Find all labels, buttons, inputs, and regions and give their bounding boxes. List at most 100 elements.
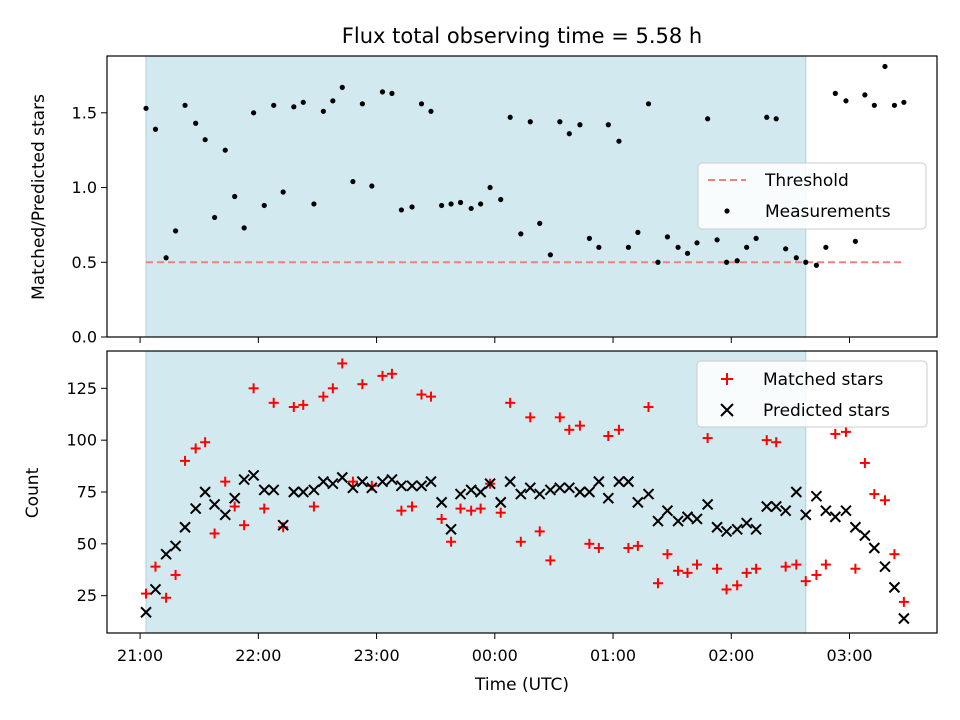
chart-title: Flux total observing time = 5.58 h bbox=[342, 24, 702, 48]
matched-legend-label: Matched stars bbox=[763, 370, 883, 390]
measurement-point bbox=[793, 255, 799, 261]
predicted-legend-label: Predicted stars bbox=[763, 401, 890, 421]
measurement-point bbox=[605, 122, 611, 128]
measurement-point bbox=[518, 231, 524, 237]
predicted-star-point bbox=[652, 515, 664, 527]
matched-star-point bbox=[200, 437, 211, 448]
predicted-star-point bbox=[435, 496, 448, 509]
y-tick-label: 1.5 bbox=[72, 103, 97, 122]
matched-star-point bbox=[407, 501, 418, 512]
measurement-point bbox=[871, 102, 877, 108]
predicted-star-point bbox=[465, 484, 477, 496]
measurement-point bbox=[211, 214, 218, 221]
predicted-star-point bbox=[779, 504, 792, 517]
ratio-legend-box bbox=[697, 162, 927, 230]
predicted-star-point bbox=[288, 486, 300, 498]
predicted-star-point bbox=[149, 583, 162, 596]
measurement-point bbox=[271, 102, 277, 108]
predicted-star-point bbox=[474, 486, 487, 498]
measurement-point bbox=[439, 202, 445, 209]
predicted-star-point bbox=[406, 480, 418, 492]
measurement-point bbox=[398, 207, 405, 213]
measurement-point bbox=[311, 201, 317, 207]
matched-star-point bbox=[377, 370, 388, 381]
measurement-point bbox=[764, 114, 770, 120]
observing-window-shade-bottom bbox=[145, 350, 807, 634]
ratio-x-ticks bbox=[139, 337, 851, 343]
measurement-point bbox=[222, 147, 228, 153]
matched-star-point bbox=[308, 501, 319, 512]
predicted-star-point bbox=[297, 486, 309, 498]
ratio-y-axis-label: Matched/Predicted stars bbox=[29, 94, 49, 300]
matched-star-point bbox=[761, 435, 772, 446]
matched-star-point bbox=[771, 437, 782, 448]
predicted-star-point bbox=[750, 523, 762, 536]
predicted-star-point bbox=[868, 542, 881, 554]
measurement-point bbox=[457, 199, 464, 206]
predicted-star-point bbox=[336, 471, 348, 484]
matched-star-point bbox=[554, 412, 565, 423]
predicted-star-point bbox=[761, 500, 773, 513]
measurement-point bbox=[882, 63, 888, 70]
matched-star-point bbox=[229, 501, 240, 512]
ratio-panel-frame bbox=[106, 55, 938, 338]
measurement-point bbox=[409, 204, 415, 210]
predicted-star-point bbox=[179, 521, 191, 533]
matched-star-point bbox=[712, 563, 723, 574]
predicted-star-point bbox=[238, 473, 250, 486]
matched-star-point bbox=[682, 567, 693, 578]
matched-star-point bbox=[545, 555, 556, 566]
matched-star-point bbox=[869, 489, 880, 500]
predicted-star-point bbox=[613, 475, 625, 488]
matched-star-point bbox=[564, 424, 575, 435]
count-panel: 25 50 75 100 125 21:00 22:00 23:00 00:00 01:00 02… bbox=[23, 350, 938, 695]
predicted-star-point bbox=[208, 498, 221, 511]
measurement-point bbox=[675, 244, 681, 250]
predicted-star-point bbox=[308, 484, 320, 496]
predicted-star-point bbox=[701, 498, 714, 511]
measurement-point bbox=[645, 101, 652, 107]
x-axis-label: Time (UTC) bbox=[474, 675, 569, 695]
predicted-star-point bbox=[711, 521, 723, 533]
matched-star-point bbox=[475, 503, 486, 514]
matched-star-point bbox=[396, 505, 407, 516]
matched-star-point bbox=[840, 426, 851, 437]
predicted-star-point bbox=[681, 511, 694, 523]
matched-star-point bbox=[446, 536, 457, 547]
y-tick-label: 0.0 bbox=[72, 328, 97, 347]
matched-star-point bbox=[455, 503, 466, 514]
measurement-point bbox=[753, 235, 759, 241]
measurement-point bbox=[577, 122, 583, 128]
measurement-point bbox=[291, 104, 297, 110]
measurement-points bbox=[143, 63, 907, 268]
matched-star-point bbox=[603, 431, 614, 442]
matched-star-point bbox=[800, 576, 811, 587]
matched-star-point bbox=[879, 495, 890, 506]
predicted-star-point bbox=[376, 475, 389, 488]
count-x-ticks: 21:00 22:00 23:00 00:00 01:00 02:00 03:00 bbox=[117, 633, 873, 665]
measurement-point bbox=[261, 202, 267, 209]
predicted-star-point bbox=[583, 486, 596, 498]
matched-star-point bbox=[495, 507, 506, 518]
matched-star-point bbox=[593, 542, 604, 553]
matched-star-point bbox=[534, 526, 545, 537]
matched-star-point bbox=[327, 383, 338, 394]
measurement-point bbox=[625, 244, 632, 250]
threshold-legend-label: Threshold bbox=[764, 171, 849, 191]
measurement-point bbox=[202, 137, 208, 143]
matched-star-point bbox=[190, 443, 201, 454]
measurement-point bbox=[547, 252, 553, 258]
matched-legend-swatch bbox=[721, 373, 733, 385]
matched-star-point bbox=[811, 569, 822, 580]
predicted-star-point bbox=[454, 488, 467, 500]
matched-star-point bbox=[702, 433, 713, 444]
measurement-point bbox=[616, 138, 622, 144]
matched-star-point bbox=[632, 540, 643, 551]
x-tick-label: 01:00 bbox=[590, 646, 636, 665]
measurement-point bbox=[350, 178, 356, 185]
predicted-legend-swatch bbox=[720, 403, 734, 417]
matched-star-point bbox=[830, 428, 841, 439]
predicted-star-point bbox=[356, 475, 369, 488]
measurement-point bbox=[901, 99, 907, 105]
matched-star-point bbox=[623, 542, 634, 553]
